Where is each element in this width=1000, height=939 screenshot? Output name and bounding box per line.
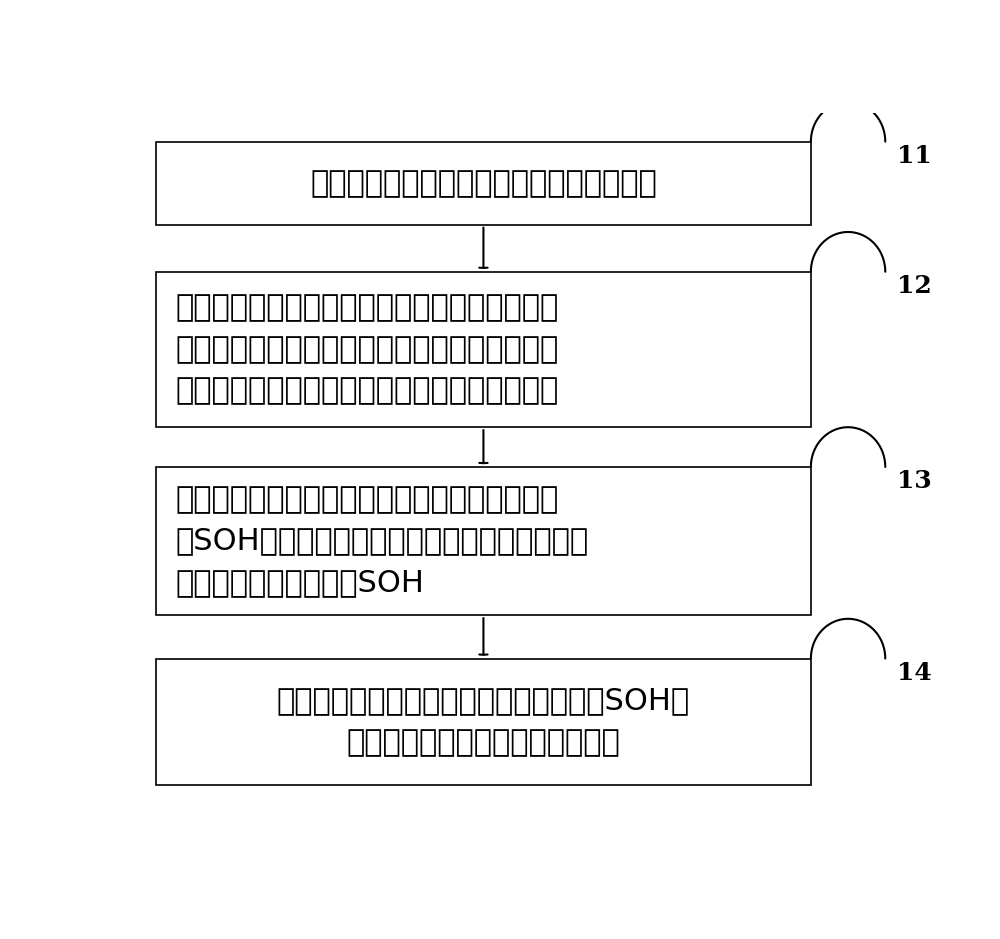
Bar: [156, 658, 811, 785]
Text: 根据电池储能系统在预设时间段初始时的健康状
态SOH以及总寿命衰减，计算获取电池储能系统
在预设时间段结束时的SOH: 根据电池储能系统在预设时间段初始时的健康状 态SOH以及总寿命衰减，计算获取电池…: [175, 485, 588, 597]
Text: 13: 13: [897, 470, 932, 493]
Text: 12: 12: [897, 274, 932, 299]
Text: 11: 11: [897, 144, 932, 168]
Text: 获取电池储能系统在预设时间段的工况数据: 获取电池储能系统在预设时间段的工况数据: [310, 169, 657, 198]
Bar: [156, 271, 811, 427]
Text: 基于工况数据，预先获取的电池单元的循环寿命
衰减速率参数表以及日历寿命衰减速率参数表，
计算电池储能系统在预设时间段内的总寿命衰减: 基于工况数据，预先获取的电池单元的循环寿命 衰减速率参数表以及日历寿命衰减速率参…: [175, 293, 559, 406]
Text: 根据电池储能系统在预设时间段结束时的SOH，
获取电池储能系统的剩余使用寿命: 根据电池储能系统在预设时间段结束时的SOH， 获取电池储能系统的剩余使用寿命: [277, 686, 690, 757]
Text: 14: 14: [897, 661, 932, 685]
Bar: [156, 467, 811, 615]
Bar: [156, 142, 811, 224]
